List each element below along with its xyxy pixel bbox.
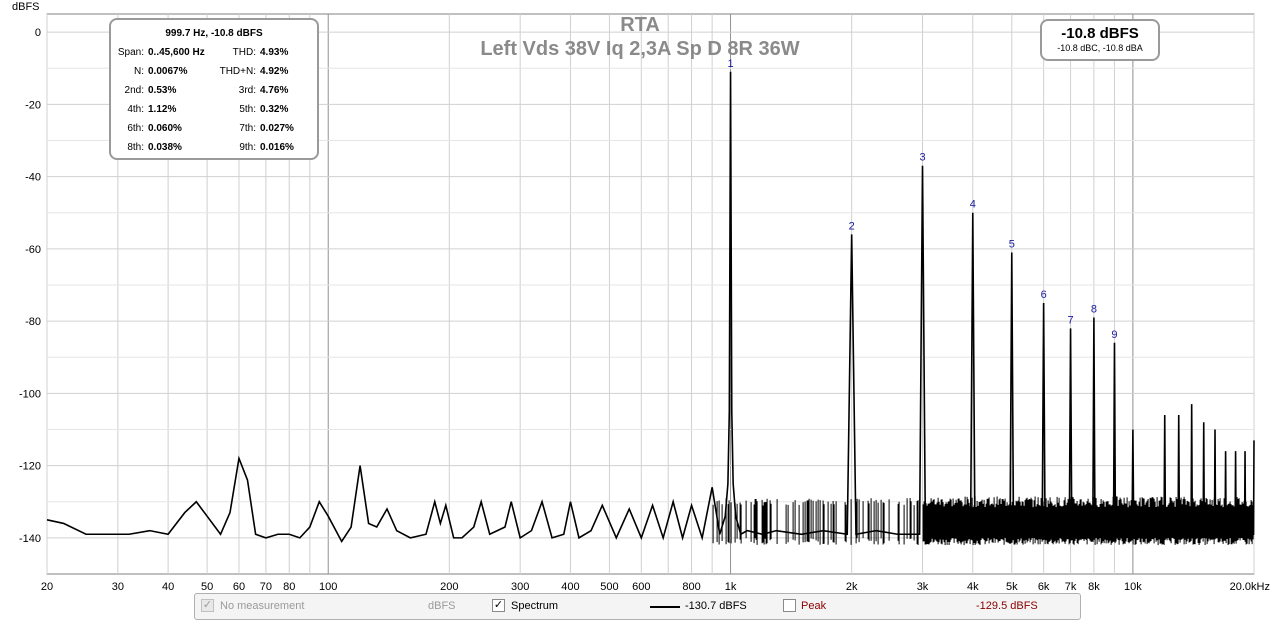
stats-l1: 2nd: (124, 85, 144, 96)
x-tick-label: 40 (162, 581, 174, 593)
x-tick-label: 20.0kHz (1230, 581, 1270, 593)
x-tick-label: 200 (440, 581, 458, 593)
no-measurement-label: No measurement (220, 600, 305, 612)
y-tick-label: 0 (35, 27, 41, 39)
spectrum-label: Spectrum (511, 600, 559, 612)
y-axis-unit-label: dBFS (12, 1, 40, 13)
x-tick-label: 80 (283, 581, 295, 593)
no-measurement-unit: dBFS (428, 600, 456, 612)
chart-subtitle: Left Vds 38V Iq 2,3A Sp D 8R 36W (480, 38, 800, 60)
stats-l2: THD+N: (219, 66, 256, 77)
noise-floor-band (712, 496, 1254, 546)
no-measurement-checkbox[interactable]: ✓ (201, 599, 214, 612)
x-tick-label: 3k (917, 581, 929, 593)
harmonic-label-9: 9 (1111, 329, 1117, 341)
stats-row: 6th: 0.060% 7th: 0.027% (111, 119, 317, 138)
harmonic-label-3: 3 (919, 152, 925, 164)
stats-l1: 4th: (127, 104, 144, 115)
x-tick-label: 800 (682, 581, 700, 593)
y-tick-label: -140 (19, 533, 41, 545)
x-tick-label: 50 (201, 581, 213, 593)
stats-v1: 1.12% (148, 104, 177, 115)
spectrum-trace (46, 71, 1255, 544)
stats-v1: 0.53% (148, 85, 177, 96)
stats-row: 2nd: 0.53% 3rd: 4.76% (111, 81, 317, 100)
stats-header: 999.7 Hz, -10.8 dBFS (165, 28, 263, 39)
stats-l1: 8th: (127, 142, 144, 153)
distortion-stats-panel: 999.7 Hz, -10.8 dBFS Span: 0..45,600 Hz TH… (109, 18, 319, 160)
y-tick-label: -20 (25, 99, 41, 111)
stats-l1: 6th: (127, 123, 144, 134)
stats-v1: 0..45,600 Hz (148, 47, 205, 58)
stats-row: N: 0.0067% THD+N: 4.92% (111, 62, 317, 81)
harmonic-label-6: 6 (1041, 289, 1047, 301)
x-tick-label: 10k (1124, 581, 1142, 593)
stats-l2: 7th: (239, 123, 256, 134)
x-tick-label: 600 (632, 581, 650, 593)
stats-l2: 5th: (239, 104, 256, 115)
legend-bar: ✓ No measurement dBFS ✓ Spectrum -130.7 … (194, 593, 1081, 620)
level-sub: -10.8 dBC, -10.8 dBA (1057, 43, 1143, 53)
stats-l2: 3rd: (238, 85, 256, 96)
stats-rows: Span: 0..45,600 Hz THD: 4.93% N: 0.0067% THD+N… (111, 43, 317, 157)
harmonic-label-2: 2 (849, 220, 855, 232)
stats-l2: 9th: (239, 142, 256, 153)
spectrum-line-swatch (650, 606, 680, 608)
stats-l1: Span: (117, 47, 144, 58)
level-readout: -10.8 dBFS -10.8 dBC, -10.8 dBA (1040, 19, 1160, 61)
y-tick-label: -80 (25, 316, 41, 328)
y-axis-ticks: 0 -20 -40 -60 -80 -100 -120 -140 (19, 27, 41, 545)
grid-lines (46, 14, 1255, 574)
stats-l2: THD: (232, 47, 256, 58)
stats-l1: N: (134, 66, 144, 77)
x-tick-label: 60 (233, 581, 245, 593)
x-tick-label: 400 (561, 581, 579, 593)
chart-title: RTA (620, 14, 660, 36)
x-tick-label: 6k (1038, 581, 1050, 593)
stats-v1: 0.0067% (148, 66, 188, 77)
peak-checkbox[interactable] (783, 599, 796, 612)
harmonic-label-5: 5 (1009, 238, 1015, 250)
stats-v1: 0.060% (148, 123, 182, 134)
x-tick-label: 70 (260, 581, 272, 593)
harmonic-label-7: 7 (1068, 314, 1074, 326)
x-tick-label: 7k (1065, 581, 1077, 593)
x-tick-label: 4k (967, 581, 979, 593)
stats-v2: 0.32% (260, 104, 289, 115)
level-main: -10.8 dBFS (1061, 25, 1139, 42)
y-tick-label: -120 (19, 461, 41, 473)
stats-v2: 0.027% (260, 123, 294, 134)
harmonic-label-4: 4 (970, 199, 976, 211)
x-tick-label: 300 (511, 581, 529, 593)
stats-row: 8th: 0.038% 9th: 0.016% (111, 138, 317, 157)
x-tick-label: 20 (41, 581, 53, 593)
x-tick-label: 1k (725, 581, 737, 593)
harmonic-label-1: 1 (727, 58, 733, 70)
stats-row: 4th: 1.12% 5th: 0.32% (111, 100, 317, 119)
stats-v2: 4.93% (260, 47, 289, 58)
y-tick-label: -40 (25, 172, 41, 184)
stats-row: Span: 0..45,600 Hz THD: 4.93% (111, 43, 317, 62)
noise-floor-hatching (712, 496, 1254, 546)
x-tick-label: 100 (319, 581, 337, 593)
x-tick-label: 500 (600, 581, 618, 593)
x-axis-ticks: 20 30 40 50 60 70 80 100 200 300 400 500 600 800 1k 2k 3… (41, 581, 1270, 593)
y-tick-label: -60 (25, 244, 41, 256)
stats-v1: 0.038% (148, 142, 182, 153)
x-tick-label: 5k (1006, 581, 1018, 593)
stats-v2: 0.016% (260, 142, 294, 153)
harmonic-label-8: 8 (1091, 303, 1097, 315)
x-tick-label: 8k (1088, 581, 1100, 593)
spectrum-checkbox[interactable]: ✓ (492, 599, 505, 612)
x-tick-label: 30 (112, 581, 124, 593)
spectrum-value: -130.7 dBFS (685, 600, 747, 612)
peak-value: -129.5 dBFS (976, 600, 1038, 612)
stats-v2: 4.92% (260, 66, 289, 77)
peak-label: Peak (801, 600, 827, 612)
y-tick-label: -100 (19, 388, 41, 400)
stats-v2: 4.76% (260, 85, 289, 96)
x-tick-label: 2k (846, 581, 858, 593)
harmonic-labels: 1 2 3 4 5 6 7 8 9 (727, 58, 1117, 341)
